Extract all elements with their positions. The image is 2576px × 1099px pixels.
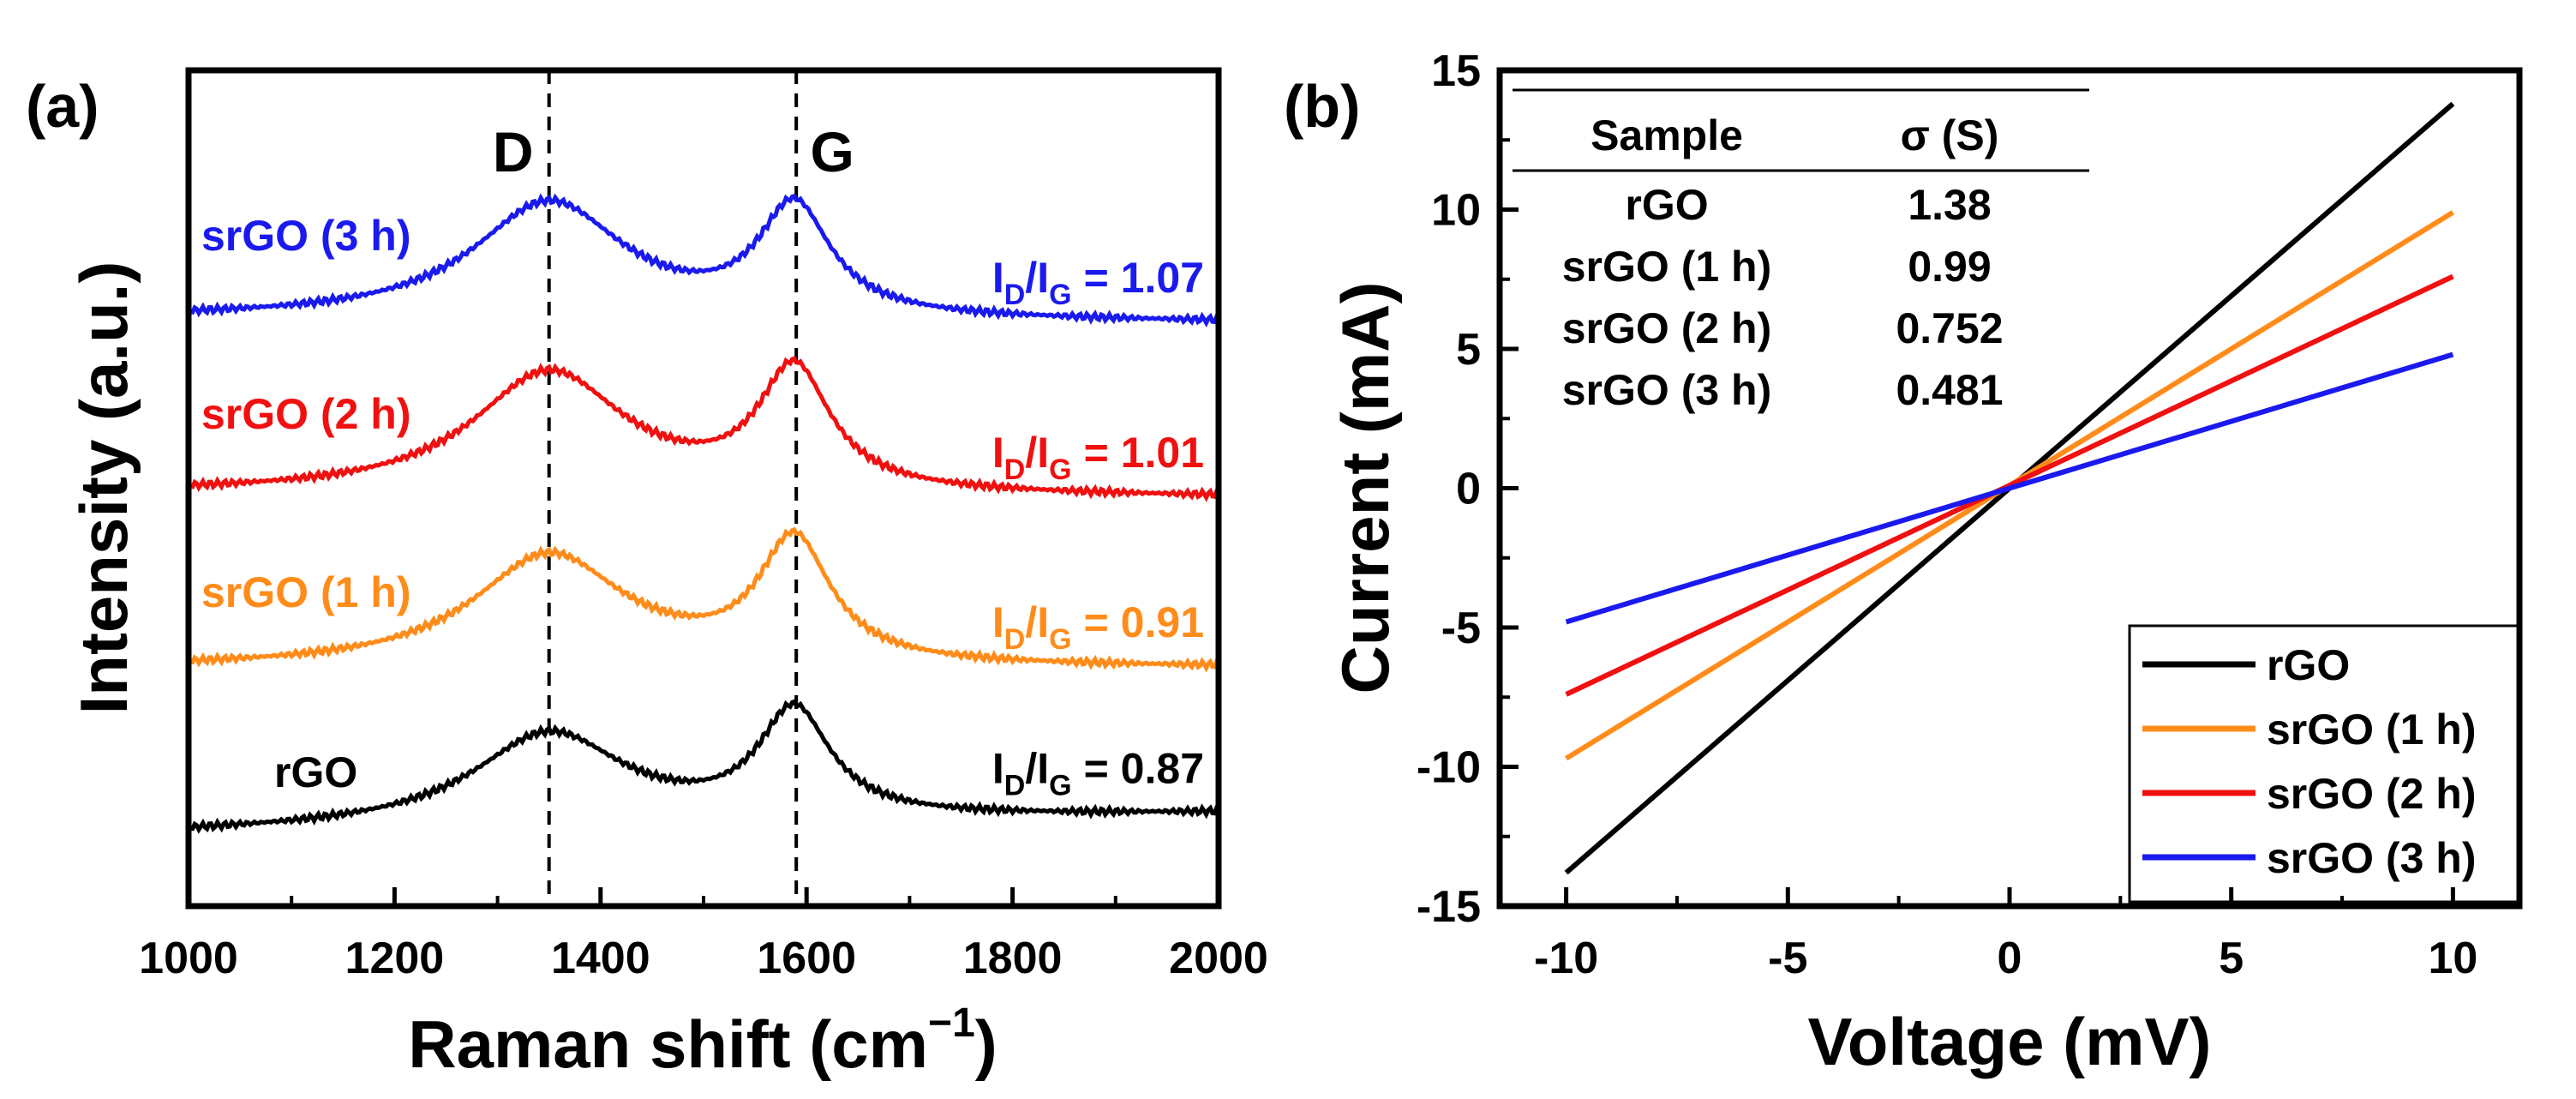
x-tick-label: -10 bbox=[1534, 934, 1598, 983]
panel-b: (b) Sample σ (S) rGO 1.38 srGO (1 h) 0.99 srGO… bbox=[1284, 46, 2523, 1079]
ratio-part: G bbox=[1049, 623, 1071, 656]
x-axis-title: Raman shift (cm−1) bbox=[408, 1000, 997, 1082]
series-label: srGO (3 h) bbox=[201, 212, 410, 260]
ratio-label: ID/IG = 0.87 bbox=[992, 744, 1204, 802]
table-cell-sigma: 0.99 bbox=[1908, 243, 1991, 291]
ratio-part: = 1.01 bbox=[1084, 429, 1204, 477]
x-axis-title-close: ) bbox=[975, 1006, 997, 1082]
table-cell-sample: srGO (3 h) bbox=[1562, 366, 1771, 414]
ratio-part: D bbox=[1004, 623, 1026, 656]
ratio-part: D bbox=[1004, 279, 1026, 311]
spectrum-line bbox=[186, 355, 1220, 502]
y-tick-label: 0 bbox=[1456, 465, 1481, 514]
series-label: rGO bbox=[274, 748, 357, 796]
series-label: srGO (1 h) bbox=[201, 568, 410, 616]
y-tick-label: 15 bbox=[1431, 46, 1481, 96]
spectrum-line bbox=[186, 193, 1220, 327]
x-tick-label: 0 bbox=[1998, 934, 2022, 983]
y-tick-label: 10 bbox=[1431, 186, 1481, 236]
y-tick-label: 5 bbox=[1456, 325, 1481, 375]
table-cell-sample: srGO (1 h) bbox=[1562, 243, 1771, 291]
ratio-label: ID/IG = 1.07 bbox=[992, 254, 1204, 311]
ratio-part: = 0.87 bbox=[1084, 744, 1204, 792]
ratio-part: I bbox=[992, 598, 1004, 646]
y-tick-label: -15 bbox=[1417, 882, 1481, 932]
table-cell-sigma: 0.481 bbox=[1896, 366, 2003, 414]
x-tick-label: 1000 bbox=[139, 934, 238, 983]
iv-line bbox=[1565, 273, 2454, 697]
ratio-part: / bbox=[1025, 598, 1037, 646]
legend-label: srGO (1 h) bbox=[2267, 706, 2476, 754]
ratio-part: I bbox=[1037, 744, 1049, 792]
panel-a-label: (a) bbox=[26, 73, 99, 140]
ratio-part: G bbox=[1049, 453, 1071, 486]
x-tick-label: 1600 bbox=[757, 934, 856, 983]
ratio-part: D bbox=[1004, 769, 1026, 802]
ratio-label: ID/IG = 0.91 bbox=[992, 598, 1204, 656]
x-tick-label: 2000 bbox=[1169, 934, 1268, 983]
spectrum-line bbox=[186, 526, 1220, 673]
x-tick-label: 1400 bbox=[551, 934, 650, 983]
ratio-part: I bbox=[1037, 598, 1049, 646]
iv-series bbox=[1564, 101, 2455, 875]
table-cell-sigma: 0.752 bbox=[1896, 304, 2003, 352]
ratio-part: I bbox=[1037, 429, 1049, 477]
axes-ticks: -10 -5 0 5 10 -15 -10 -5 0 5 10 15 bbox=[1417, 46, 2477, 983]
ratio-part: I bbox=[992, 254, 1004, 302]
legend-label: srGO (2 h) bbox=[2267, 770, 2476, 818]
ratio-part: = 1.07 bbox=[1084, 254, 1204, 302]
legend: rGO srGO (1 h) srGO (2 h) srGO (3 h) bbox=[2128, 624, 2521, 904]
conductivity-table: Sample σ (S) rGO 1.38 srGO (1 h) 0.99 srGO (2 … bbox=[1513, 88, 2089, 414]
ratio-part: G bbox=[1049, 769, 1071, 802]
ratio-part: I bbox=[1037, 254, 1049, 302]
ratio-part: / bbox=[1025, 429, 1037, 477]
ratio-part: = 0.91 bbox=[1084, 598, 1204, 646]
y-axis-title: Current (mA) bbox=[1327, 282, 1403, 694]
x-axis-title: Voltage (mV) bbox=[1808, 1004, 2212, 1079]
iv-line bbox=[1565, 351, 2454, 625]
ratio-part: / bbox=[1025, 744, 1037, 792]
table-header-sample: Sample bbox=[1591, 111, 1743, 159]
x-tick-label: 1800 bbox=[963, 934, 1063, 983]
y-tick-label: -10 bbox=[1417, 743, 1481, 793]
ratio-part: I bbox=[992, 744, 1004, 792]
table-header-sigma: σ (S) bbox=[1901, 111, 1999, 159]
x-tick-label: 10 bbox=[2428, 934, 2477, 983]
y-tick-label: -5 bbox=[1441, 604, 1481, 653]
table-cell-sigma: 1.38 bbox=[1908, 181, 1991, 229]
peak-label: G bbox=[811, 120, 854, 183]
ratio-part: D bbox=[1004, 453, 1026, 486]
series-label: srGO (2 h) bbox=[201, 390, 410, 438]
x-axis-title-superscript: −1 bbox=[928, 1000, 975, 1046]
x-axis-ticks: 1000 1200 1400 1600 1800 2000 bbox=[139, 887, 1268, 983]
legend-label: srGO (3 h) bbox=[2267, 834, 2476, 882]
ratio-part: I bbox=[992, 429, 1004, 477]
x-axis-title-main: Raman shift (cm bbox=[408, 1006, 928, 1082]
x-tick-label: 1200 bbox=[345, 934, 445, 983]
x-tick-label: -5 bbox=[1768, 934, 1807, 983]
spectrum-line bbox=[186, 699, 1220, 834]
legend-label: rGO bbox=[2267, 641, 2350, 689]
table-cell-sample: rGO bbox=[1625, 181, 1708, 229]
x-tick-label: 5 bbox=[2219, 934, 2244, 983]
ratio-part: G bbox=[1049, 279, 1071, 311]
panel-b-label: (b) bbox=[1284, 73, 1360, 140]
y-axis-title: Intensity (a.u.) bbox=[66, 261, 141, 715]
table-cell-sample: srGO (2 h) bbox=[1562, 304, 1771, 352]
ratio-label: ID/IG = 1.01 bbox=[992, 429, 1204, 486]
peak-label: D bbox=[493, 120, 534, 183]
ratio-part: / bbox=[1025, 254, 1037, 302]
